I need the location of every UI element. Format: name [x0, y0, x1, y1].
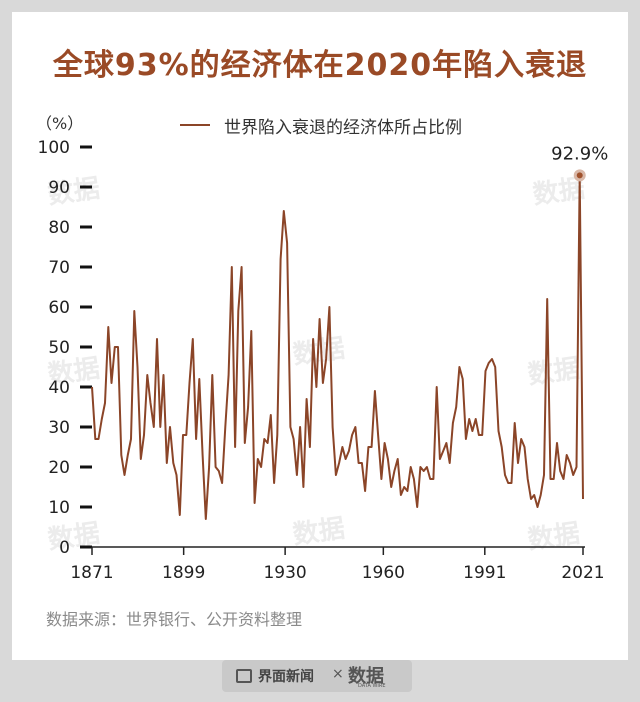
- watermark-logo: 数据: [46, 519, 102, 556]
- y-tick-label: 80: [48, 218, 70, 238]
- data-logo: 数据: [348, 666, 384, 687]
- brand-separator: ×: [332, 666, 344, 682]
- series-line: [91, 174, 584, 520]
- x-tick-label: 1930: [263, 563, 306, 583]
- annotation-point: [576, 172, 583, 179]
- data-logo-sub: DATA WIRE: [358, 683, 386, 689]
- y-axis-unit: （%）: [36, 114, 83, 133]
- y-tick-label: 70: [48, 258, 70, 278]
- annotation-label: 92.9%: [551, 143, 608, 164]
- x-tick-label: 1991: [463, 563, 506, 583]
- legend-line-swatch: [180, 124, 210, 126]
- y-tick-label: 0: [59, 538, 70, 558]
- y-tick-label: 30: [48, 418, 70, 438]
- legend-label: 世界陷入衰退的经济体所占比例: [224, 118, 462, 138]
- x-tick-label: 1871: [70, 563, 113, 583]
- x-tick-label: 1899: [162, 563, 205, 583]
- x-tick-label: 1960: [362, 563, 405, 583]
- watermark-logo: 数据: [526, 519, 582, 556]
- watermark-logo: 数据: [291, 514, 347, 551]
- y-tick-label: 90: [48, 178, 70, 198]
- watermark-logo: 数据: [46, 174, 102, 211]
- watermark-logo: 数据: [46, 354, 102, 391]
- y-tick-label: 50: [48, 338, 70, 358]
- brand-name: 界面新闻: [258, 669, 314, 685]
- y-tick-label: 100: [38, 138, 70, 158]
- x-tick-label: 2021: [561, 563, 604, 583]
- y-tick-label: 60: [48, 298, 70, 318]
- news-icon: [236, 669, 252, 683]
- source-note: 数据来源：世界银行、公开资料整理: [46, 610, 303, 629]
- y-tick-label: 40: [48, 378, 70, 398]
- watermark-logo: 数据: [526, 354, 582, 391]
- footer-brand: 界面新闻 × 数据 DATA WIRE: [222, 660, 412, 692]
- y-tick-label: 20: [48, 458, 70, 478]
- chart-title: 全球93%的经济体在2020年陷入衰退: [52, 48, 588, 83]
- y-tick-label: 10: [48, 498, 70, 518]
